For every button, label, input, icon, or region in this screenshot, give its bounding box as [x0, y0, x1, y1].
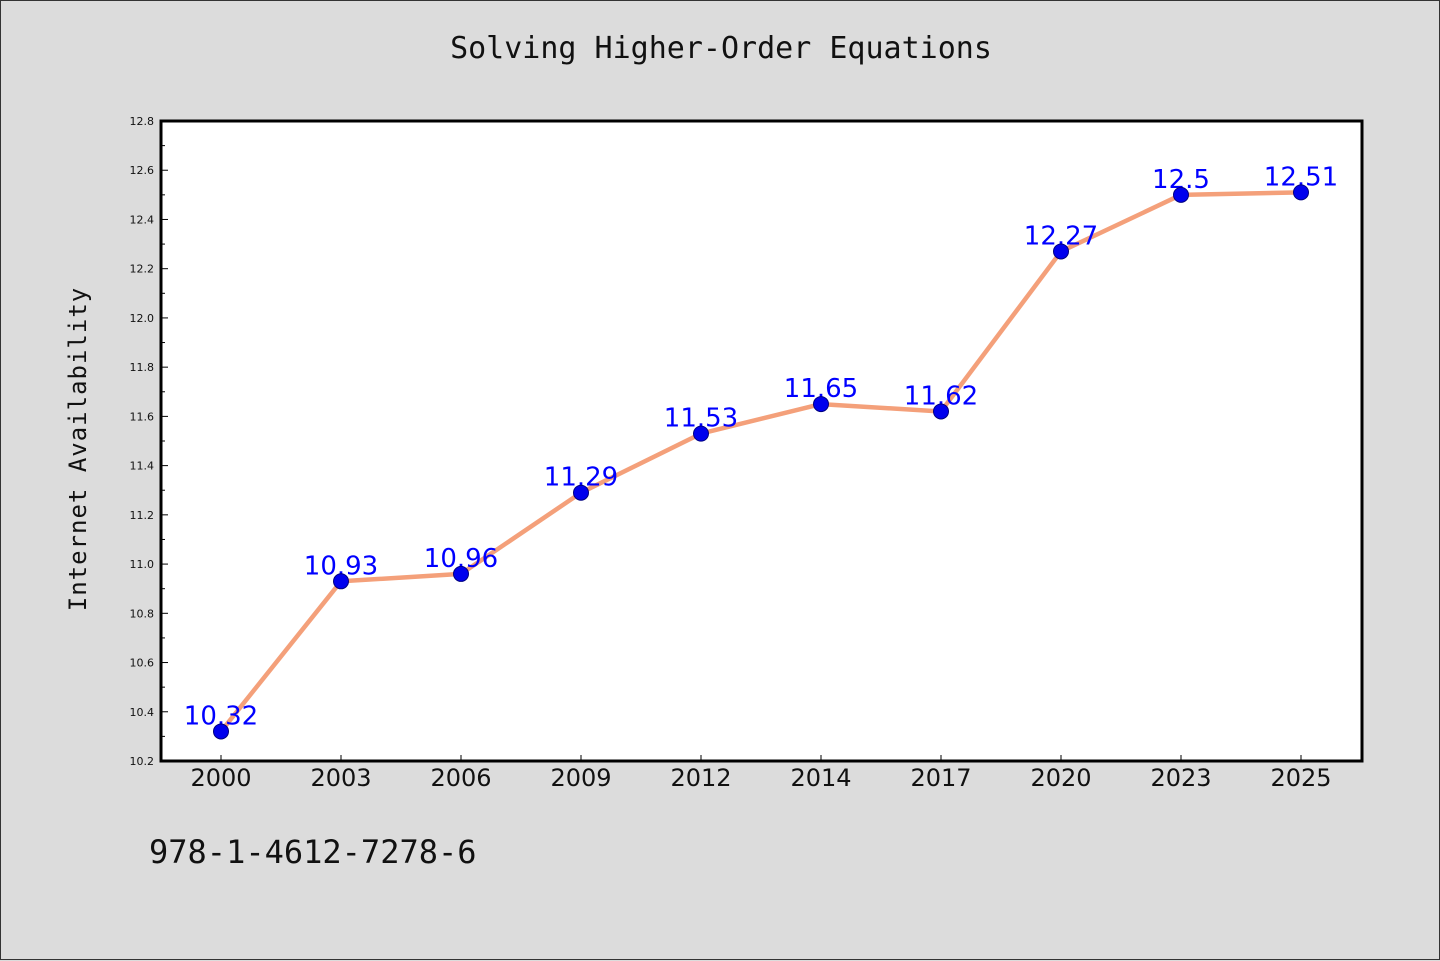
footnote-isbn: 978-1-4612-7278-6 [149, 833, 477, 871]
plot-background [161, 121, 1362, 761]
data-point [933, 403, 949, 420]
data-point [1293, 184, 1309, 201]
data-point [693, 425, 709, 442]
x-tick-label: 2020 [1030, 764, 1091, 792]
data-point [453, 565, 469, 582]
y-tick-label: 12.8 [130, 115, 155, 128]
y-tick-label: 11.8 [130, 361, 155, 374]
y-tick-label: 11.2 [130, 509, 155, 522]
data-point [1173, 186, 1189, 203]
x-tick-label: 2009 [550, 764, 611, 792]
x-tick-label: 2003 [310, 764, 371, 792]
x-tick-label: 2014 [790, 764, 851, 792]
y-tick-label: 10.4 [130, 706, 155, 719]
y-tick-label: 12.2 [130, 263, 155, 276]
data-point [813, 396, 829, 413]
y-tick-label: 11.0 [130, 558, 155, 571]
x-tick-label: 2000 [190, 764, 251, 792]
data-point [333, 573, 349, 590]
series-line [218, 190, 1304, 734]
x-tick-label: 2012 [670, 764, 731, 792]
data-point [573, 484, 589, 501]
y-tick-label: 12.6 [130, 164, 155, 177]
y-tick-label: 11.6 [130, 410, 155, 423]
x-tick-label: 2025 [1270, 764, 1331, 792]
x-tick-label: 2023 [1150, 764, 1211, 792]
y-tick-label: 12.0 [130, 312, 155, 325]
y-tick-label: 11.4 [130, 460, 155, 473]
chart-title: Solving Higher-Order Equations [450, 31, 992, 66]
plot-border [159, 119, 1364, 763]
y-tick-label: 10.8 [130, 607, 155, 620]
data-point [1053, 243, 1069, 260]
y-tick-label: 10.6 [130, 657, 155, 670]
x-tick-label: 2017 [910, 764, 971, 792]
y-tick-label: 12.4 [130, 213, 155, 226]
y-tick-label: 10.2 [130, 755, 155, 768]
data-point [213, 723, 229, 740]
x-tick-label: 2006 [430, 764, 491, 792]
